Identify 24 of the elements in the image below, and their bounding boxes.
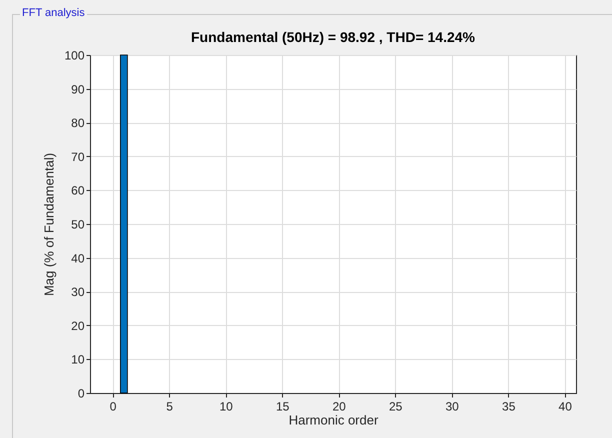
x-tick-label: 25 (388, 400, 403, 414)
x-tick-label: 0 (110, 400, 117, 414)
x-tick-label: 40 (558, 400, 572, 414)
x-tick-label: 5 (166, 400, 174, 414)
y-tick-label: 90 (71, 82, 85, 96)
x-tick-label: 30 (445, 400, 460, 414)
x-tick-label: 15 (276, 400, 290, 414)
y-tick-label: 70 (71, 150, 85, 164)
y-axis-title: Mag (% of Fundamental) (41, 152, 56, 296)
y-tick-label: 10 (71, 352, 85, 367)
y-tick-label: 0 (78, 386, 85, 400)
x-tick-label: 35 (502, 400, 516, 414)
x-tick-label: 10 (219, 400, 234, 414)
y-tick-label: 40 (71, 251, 85, 266)
y-tick-label: 60 (71, 184, 85, 198)
y-tick-label: 100 (64, 48, 85, 62)
x-tick-label: 20 (332, 400, 346, 414)
chart-title: Fundamental (50Hz) = 98.92 , THD= 14.24% (191, 29, 476, 45)
y-tick-label: 20 (71, 318, 85, 333)
y-tick-label: 30 (71, 285, 85, 300)
x-axis-title: Harmonic order (288, 412, 379, 428)
y-tick-label: 80 (71, 116, 85, 130)
text: FFT analysis (20, 7, 87, 19)
y-tick-label: 50 (71, 218, 85, 232)
